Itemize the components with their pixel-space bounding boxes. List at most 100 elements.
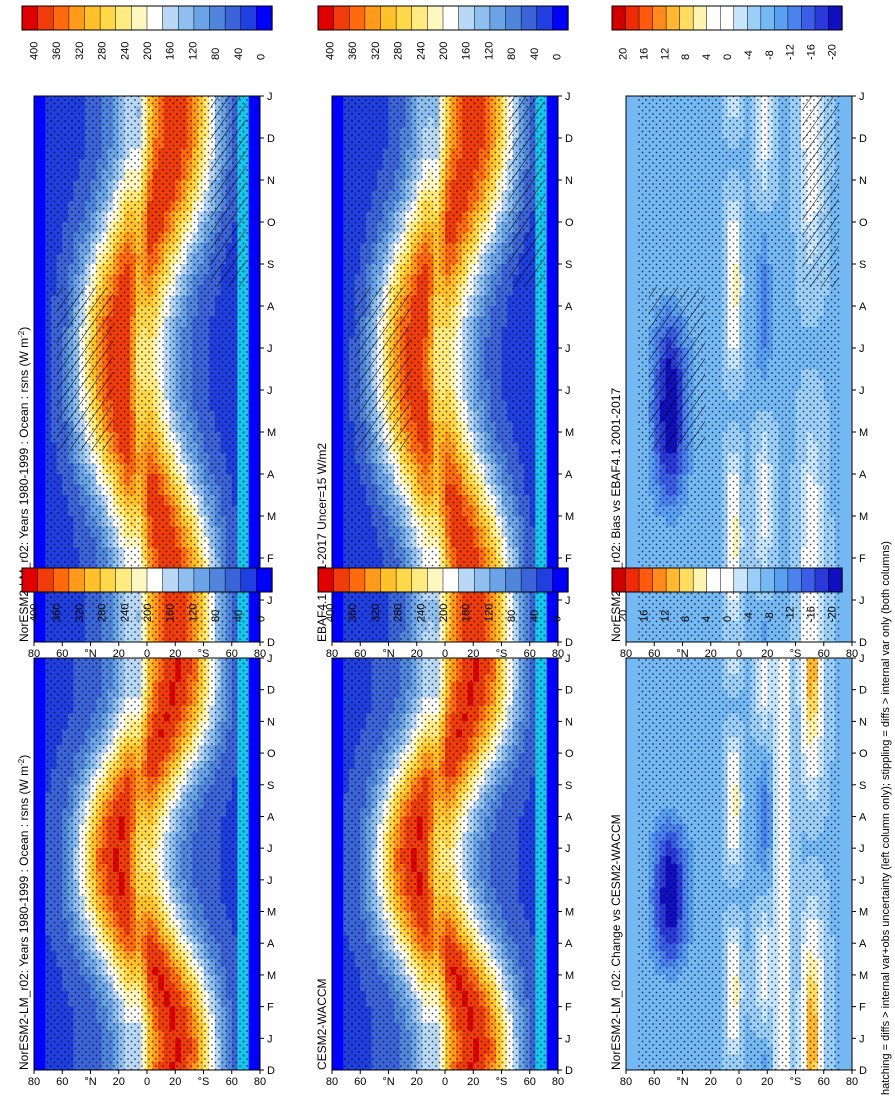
colorbar: 400 360 320 280 240 200 160 120 80 40 0 — [21, 567, 273, 622]
heatmap-cell — [248, 658, 255, 667]
heatmap-cell — [337, 138, 344, 150]
heatmap-cell — [254, 840, 260, 849]
heatmap-cell — [34, 169, 41, 181]
heatmap-cell — [332, 400, 339, 412]
colorbar-swatch — [209, 5, 226, 31]
heatmap-cell — [248, 243, 255, 255]
heatmap-cell — [337, 211, 344, 223]
y-ticklabel: 20 — [169, 1076, 181, 1088]
heatmap-cell — [254, 919, 260, 928]
y-ticklabel: 60 — [226, 648, 238, 660]
heatmap-cell — [34, 138, 41, 150]
heatmap-cell — [248, 808, 255, 818]
heatmap-cell — [337, 285, 344, 297]
x-ticklabel: D — [267, 133, 275, 145]
heatmap-cell — [39, 495, 46, 507]
heatmap-cell — [254, 935, 260, 944]
heatmap-cell — [248, 737, 255, 746]
heatmap-cell — [39, 1006, 46, 1016]
colorbar-swatch — [84, 567, 101, 593]
heatmap-cell — [39, 681, 46, 691]
heatmap-cell — [254, 761, 260, 770]
heatmap-cell — [34, 222, 41, 234]
heatmap-cell — [39, 243, 46, 255]
x-ticklabel: N — [267, 716, 275, 728]
heatmap-cell — [34, 201, 41, 213]
heatmap-cell — [39, 348, 46, 360]
heatmap-cell — [34, 943, 41, 952]
heatmap-cell — [39, 463, 46, 475]
heatmap-cell — [39, 285, 46, 297]
colorbar-swatch — [115, 5, 133, 31]
heatmap-cell — [248, 316, 255, 328]
heatmap-cell — [337, 201, 344, 213]
heatmap-cell — [337, 526, 344, 538]
heatmap-cell — [248, 264, 255, 276]
heatmap-cell — [248, 816, 255, 825]
heatmap-cell — [39, 776, 46, 786]
heatmap-cell — [332, 547, 339, 559]
y-ticklabel: 20 — [113, 648, 125, 660]
heatmap-cell — [248, 768, 255, 778]
heatmap-cell — [39, 864, 46, 873]
heatmap-cell — [254, 379, 260, 391]
heatmap-cell — [34, 784, 41, 794]
heatmap-cell — [39, 951, 46, 960]
heatmap-cell — [337, 453, 344, 465]
heatmap-cell — [39, 967, 46, 976]
heatmap-cell — [39, 959, 46, 968]
colorbar-ticklabel: 80 — [210, 48, 222, 60]
x-ticklabel: S — [267, 780, 274, 792]
x-ticklabel: D — [267, 685, 275, 697]
heatmap-cell — [337, 411, 344, 423]
heatmap-cell — [39, 621, 46, 633]
heatmap-cell — [34, 990, 41, 1000]
heatmap-cell — [34, 96, 41, 108]
heatmap-cell — [337, 379, 344, 391]
heatmap-cell — [39, 211, 46, 223]
heatmap-cell — [337, 148, 344, 160]
heatmap-cell — [337, 558, 344, 570]
y-ticklabel: °N — [84, 648, 96, 660]
heatmap-cell — [39, 856, 46, 865]
heatmap-cell — [34, 935, 41, 944]
heatmap-cell — [248, 474, 255, 486]
heatmap-cell — [39, 784, 46, 794]
heatmap-cell — [34, 911, 41, 921]
heatmap-cell — [34, 761, 41, 770]
colorbar-ticklabel: 280 — [97, 42, 109, 60]
heatmap-cell — [248, 127, 255, 139]
heatmap-cell — [34, 919, 41, 928]
heatmap-cell — [39, 713, 46, 722]
heatmap-cell — [39, 547, 46, 559]
heatmap-cell — [34, 800, 41, 810]
heatmap-cell — [248, 935, 255, 944]
heatmap-cell — [337, 610, 344, 622]
heatmap-cell — [254, 631, 260, 642]
heatmap-cell — [337, 421, 344, 433]
heatmap-cell — [248, 369, 255, 381]
heatmap-cell — [34, 745, 41, 754]
heatmap-cell — [39, 927, 46, 936]
heatmap-cell — [34, 856, 41, 865]
y-ticklabel: 0 — [144, 1076, 150, 1088]
y-ticklabel: 80 — [254, 1076, 266, 1088]
x-ticklabel: J — [267, 875, 273, 887]
heatmap-cell — [332, 505, 339, 517]
heatmap-cell — [248, 558, 255, 570]
heatmap-cell — [39, 911, 46, 921]
colorbar-swatch — [162, 567, 179, 593]
colorbar-ticklabel: 120 — [187, 42, 199, 60]
heatmap-cell — [248, 1022, 255, 1031]
y-ticklabel: 80 — [28, 1076, 40, 1088]
heatmap-cell — [254, 432, 260, 444]
heatmap-cell — [337, 327, 344, 339]
heatmap-cell — [34, 681, 41, 691]
heatmap-cell — [248, 919, 255, 928]
x-ticklabel: F — [267, 1002, 274, 1014]
heatmap-cell — [254, 951, 260, 960]
heatmap-cell — [248, 526, 255, 538]
heatmap-cell — [332, 285, 339, 297]
